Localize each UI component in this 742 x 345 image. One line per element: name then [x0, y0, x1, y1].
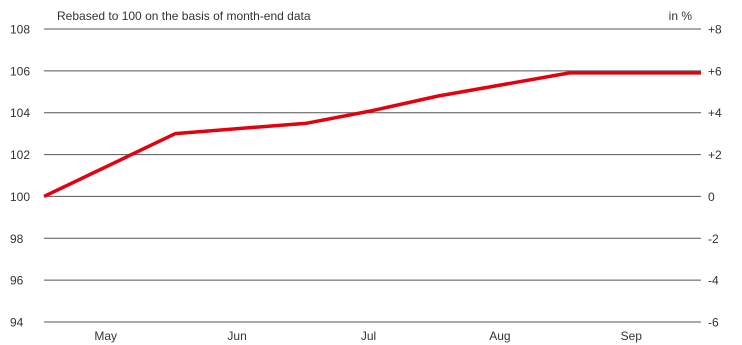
y-tick-label: 100 — [10, 190, 30, 204]
y-tick-label: 104 — [10, 106, 30, 120]
right-axis-unit: in % — [669, 9, 693, 23]
y-tick-label: 102 — [10, 148, 30, 162]
y-tick-label: 108 — [10, 23, 30, 37]
y2-tick-label: -4 — [708, 274, 719, 288]
x-tick-label: Jun — [227, 329, 246, 343]
series-line — [43, 71, 701, 198]
x-tick-label: May — [94, 329, 117, 343]
y2-tick-label: +2 — [708, 148, 722, 162]
y2-tick-label: +6 — [708, 64, 722, 78]
x-tick-label: Jul — [361, 329, 376, 343]
y2-tick-label: 0 — [708, 190, 715, 204]
y2-tick-label: +8 — [708, 23, 722, 37]
tick-labels: 94 96 98 100 102 104 106 108 -6 -4 -2 0 +2 +4 +6 +8 May J… — [10, 23, 722, 344]
y-tick-label: 106 — [10, 64, 30, 78]
y-tick-label: 96 — [10, 274, 24, 288]
y-tick-label: 94 — [10, 316, 24, 330]
y2-tick-label: -2 — [708, 232, 719, 246]
y2-tick-label: -6 — [708, 316, 719, 330]
x-tick-label: Sep — [621, 329, 643, 343]
chart-subtitle: Rebased to 100 on the basis of month-end… — [57, 9, 311, 23]
y-tick-label: 98 — [10, 232, 24, 246]
y2-tick-label: +4 — [708, 106, 722, 120]
gridlines — [44, 28, 701, 323]
series-layer — [43, 71, 702, 198]
x-tick-label: Aug — [489, 329, 510, 343]
